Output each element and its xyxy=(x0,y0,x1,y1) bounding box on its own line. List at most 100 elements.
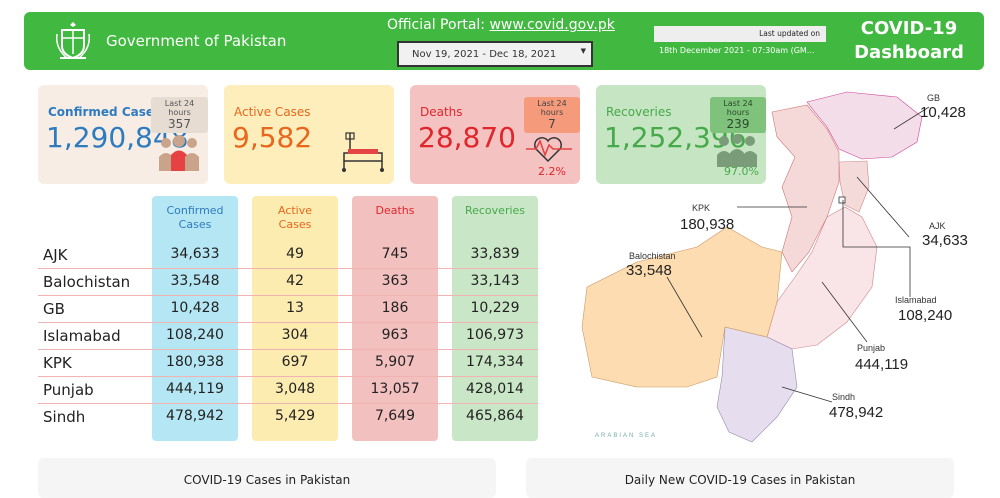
table-row: Balochistan 33,548 42 363 33,143 xyxy=(38,269,538,296)
row-deaths: 363 xyxy=(381,273,409,289)
header-recoveries: Recoveries xyxy=(464,204,526,217)
people-icon xyxy=(159,135,199,171)
row-deaths: 963 xyxy=(381,327,409,343)
row-active: 3,048 xyxy=(274,381,316,397)
map-sea-label: ARABIAN SEA xyxy=(595,433,657,439)
gb-region xyxy=(806,91,923,160)
row-confirmed: 108,240 xyxy=(166,327,224,343)
row-deaths: 7,649 xyxy=(374,408,416,424)
row-region: Islamabad xyxy=(43,327,121,345)
sindh-region xyxy=(716,326,798,443)
active-card: Active Cases 9,582 xyxy=(224,85,394,184)
confirmed-24h-badge: Last 24 hours 357 xyxy=(151,97,208,133)
hospital-bed-icon xyxy=(342,132,384,172)
pakistan-map: GB 10,428 KPK 180,938 AJK 34,633 Balochi… xyxy=(581,91,968,443)
row-active: 49 xyxy=(286,246,304,262)
map-label-balochistan: Balochistan xyxy=(629,251,676,261)
row-confirmed: 444,119 xyxy=(166,381,224,397)
map-label-gb: GB xyxy=(927,93,940,103)
confirmed-card: Confirmed Cases 1,290,848 Last 24 hours … xyxy=(38,85,208,184)
dashboard-title: COVID-19 Dashboard xyxy=(844,17,974,65)
government-title: Government of Pakistan xyxy=(106,32,287,50)
kpk-region xyxy=(771,104,840,273)
portal-link[interactable]: www.covid.gov.pk xyxy=(489,17,615,33)
row-recoveries: 465,864 xyxy=(466,408,524,424)
balochistan-region xyxy=(581,226,783,388)
row-confirmed: 180,938 xyxy=(166,354,224,370)
row-confirmed: 33,548 xyxy=(170,273,220,289)
table-row: Islamabad 108,240 304 963 106,973 xyxy=(38,323,538,350)
map-label-islamabad: Islamabad xyxy=(895,295,937,305)
table-row: GB 10,428 13 186 10,229 xyxy=(38,296,538,323)
header-active: Active Cases xyxy=(277,204,313,231)
header-confirmed: Confirmed Cases xyxy=(166,204,224,231)
deaths-card: Deaths 28,870 Last 24 hours 7 2.2% xyxy=(410,85,580,184)
deaths-column-bg xyxy=(352,196,438,441)
cases-chart-card: COVID-19 Cases in Pakistan xyxy=(38,458,496,498)
row-recoveries: 174,334 xyxy=(466,354,524,370)
dashboard-title-line2: Dashboard xyxy=(854,42,964,63)
row-deaths: 5,907 xyxy=(374,354,416,370)
row-region: Sindh xyxy=(43,408,86,426)
active-label: Active Cases xyxy=(234,105,311,119)
row-recoveries: 106,973 xyxy=(466,327,524,343)
map-value-ajk: 34,633 xyxy=(922,232,968,249)
official-portal: Official Portal: www.covid.gov.pk xyxy=(387,17,615,33)
date-range-select[interactable]: Nov 19, 2021 - Dec 18, 2021 ▼ xyxy=(397,41,593,67)
header-deaths: Deaths xyxy=(375,204,415,217)
recoveries-card: Recoveries 1,252,396 Last 24 hours 239 9… xyxy=(596,85,766,184)
row-region: Punjab xyxy=(43,381,94,399)
confirmed-column-bg xyxy=(152,196,238,441)
recoveries-label: Recoveries xyxy=(606,105,672,119)
recoveries-percentage: 97.0% xyxy=(724,165,759,178)
map-value-islamabad: 108,240 xyxy=(898,307,952,324)
pakistan-emblem-icon xyxy=(55,22,91,60)
deaths-value: 28,870 xyxy=(418,121,516,154)
map-value-punjab: 444,119 xyxy=(855,356,908,373)
row-active: 697 xyxy=(281,354,309,370)
row-deaths: 745 xyxy=(381,246,409,262)
dashboard-title-line1: COVID-19 xyxy=(860,18,958,39)
row-region: GB xyxy=(43,300,65,318)
deaths-24h-badge: Last 24 hours 7 xyxy=(524,97,580,133)
deaths-percentage: 2.2% xyxy=(538,165,566,178)
last-updated-label: Last updated on xyxy=(654,26,826,42)
confirmed-label: Confirmed Cases xyxy=(48,105,162,119)
row-confirmed: 10,428 xyxy=(170,300,220,316)
deaths-label: Deaths xyxy=(420,105,463,119)
row-deaths: 186 xyxy=(381,300,409,316)
map-label-punjab: Punjab xyxy=(857,343,885,353)
badge-label: Last 24 hours xyxy=(537,99,567,117)
map-label-kpk: KPK xyxy=(692,203,710,213)
islamabad-marker xyxy=(838,196,846,204)
last-updated-value: 18th December 2021 - 07:30am (GM... xyxy=(659,46,815,55)
row-recoveries: 33,839 xyxy=(470,246,520,262)
dropdown-caret-icon: ▼ xyxy=(580,47,586,55)
daily-cases-chart-title: Daily New COVID-19 Cases in Pakistan xyxy=(624,473,856,487)
daily-cases-chart-card: Daily New COVID-19 Cases in Pakistan xyxy=(526,458,954,498)
row-region: AJK xyxy=(43,246,68,264)
map-label-ajk: AJK xyxy=(929,221,946,231)
row-region: Balochistan xyxy=(43,273,131,291)
row-active: 304 xyxy=(281,327,309,343)
table-row: Sindh 478,942 5,429 7,649 465,864 xyxy=(38,404,538,430)
row-recoveries: 10,229 xyxy=(470,300,520,316)
cases-chart-title: COVID-19 Cases in Pakistan xyxy=(183,473,351,487)
map-label-sindh: Sindh xyxy=(832,392,855,402)
row-confirmed: 34,633 xyxy=(170,246,220,262)
active-column-bg xyxy=(252,196,338,441)
row-region: KPK xyxy=(43,354,72,372)
row-active: 13 xyxy=(286,300,304,316)
row-active: 5,429 xyxy=(274,408,316,424)
badge-value: 7 xyxy=(548,117,556,131)
recovered-people-icon xyxy=(717,134,757,167)
row-recoveries: 33,143 xyxy=(470,273,520,289)
badge-value: 239 xyxy=(726,117,750,131)
date-range-value: Nov 19, 2021 - Dec 18, 2021 xyxy=(412,49,557,60)
table-row: Punjab 444,119 3,048 13,057 428,014 xyxy=(38,377,538,404)
header-bar: Government of Pakistan Official Portal: … xyxy=(24,12,984,70)
ajk-region xyxy=(838,160,870,213)
recoveries-24h-badge: Last 24 hours 239 xyxy=(710,97,766,133)
punjab-region xyxy=(766,206,878,350)
row-recoveries: 428,014 xyxy=(466,381,524,397)
